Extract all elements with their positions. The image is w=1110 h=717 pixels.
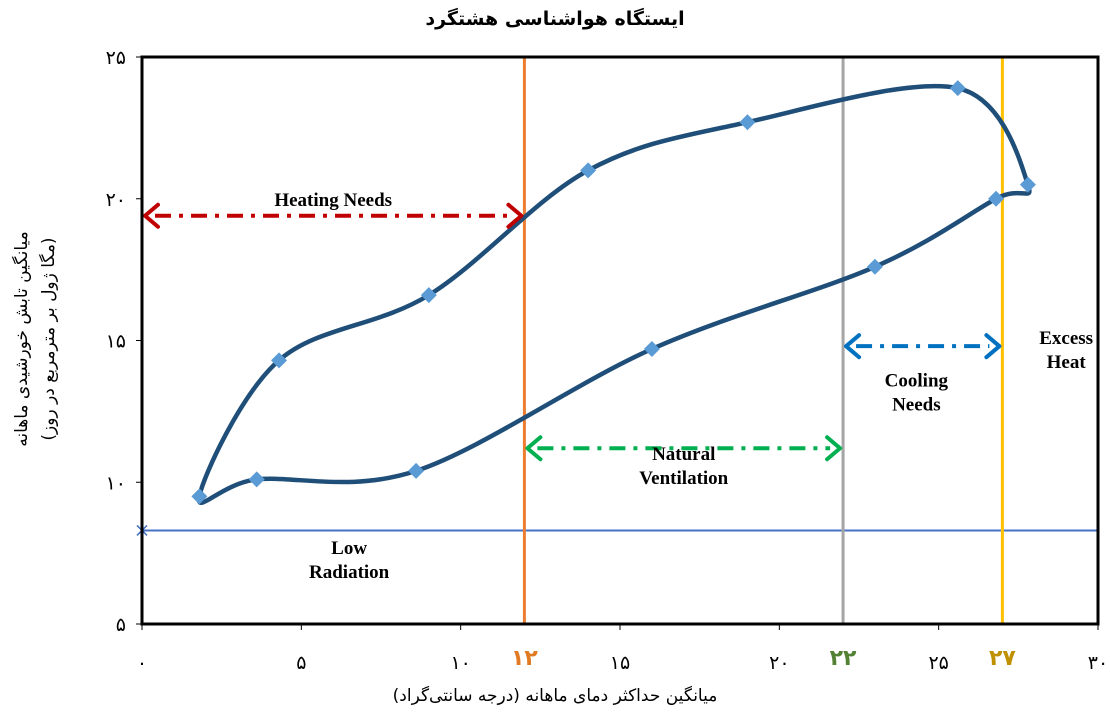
x-tick-label: ۳۰ xyxy=(1088,652,1108,674)
x-tick-label: ۵ xyxy=(296,652,306,674)
x-tick-label: ۲۰ xyxy=(769,652,789,674)
annotation-label: Heating Needs xyxy=(274,190,392,211)
annotation-label: Low xyxy=(331,538,367,559)
y-axis-label: میانگین تابش خورشیدی ماهانه (مگا ژول بر … xyxy=(9,79,65,599)
arrow-head-right xyxy=(506,202,524,229)
chart-title: ایستگاه هواشناسی هشتگرد xyxy=(425,8,685,30)
arrow-head-left xyxy=(525,435,543,462)
data-point-marker xyxy=(866,258,883,275)
data-point-marker xyxy=(248,471,265,488)
annotation-label: Needs xyxy=(892,395,941,416)
y-tick-label: ۱۰ xyxy=(106,472,126,494)
y-tick-label: ۲۵ xyxy=(106,47,126,69)
y-axis-label-line1: میانگین تابش خورشیدی ماهانه xyxy=(12,231,32,447)
y-tick-label: ۱۵ xyxy=(106,331,126,353)
series-curve xyxy=(196,83,1032,505)
threshold-label: ۱۲ xyxy=(511,646,538,671)
x-axis-label: میانگین حداکثر دمای ماهانه (درجه سانتی‌گ… xyxy=(392,686,718,706)
annotation-label: Radiation xyxy=(309,562,390,583)
data-point-marker xyxy=(949,80,966,97)
data-point-marker xyxy=(1019,176,1036,193)
arrow-head-left xyxy=(143,202,160,229)
data-point-marker xyxy=(988,190,1005,207)
x-tick-label: ۱۰ xyxy=(450,652,470,674)
y-axis-label-line2: (مگا ژول بر مترمربع در روز) xyxy=(39,237,59,441)
arrow-head-right xyxy=(984,333,1002,360)
annotation-label: Heat xyxy=(1047,352,1087,373)
annotation-label: Ventilation xyxy=(639,468,728,489)
x-tick-label: ۰ xyxy=(137,652,147,674)
annotation-label: Cooling xyxy=(885,371,949,392)
x-tick-label: ۲۵ xyxy=(928,652,948,674)
data-point-marker xyxy=(408,462,425,479)
data-point-marker xyxy=(643,341,660,358)
y-tick-label: ۲۰ xyxy=(106,189,126,211)
threshold-label: ۲۷ xyxy=(989,646,1016,671)
data-point-marker xyxy=(580,162,597,179)
data-point-marker xyxy=(271,352,288,369)
data-point-marker xyxy=(739,114,756,131)
plot-frame xyxy=(140,55,1100,626)
arrow-head-right xyxy=(825,435,843,462)
data-point-marker xyxy=(420,287,437,304)
annotation-label: Excess xyxy=(1039,328,1093,349)
annotation-label: Natural xyxy=(652,444,715,465)
y-tick-label: ۵ xyxy=(116,614,126,636)
x-tick-label: ۱۵ xyxy=(610,652,630,674)
threshold-label: ۲۲ xyxy=(830,646,857,671)
arrow-head-left xyxy=(844,333,862,360)
data-point-marker xyxy=(191,488,208,505)
